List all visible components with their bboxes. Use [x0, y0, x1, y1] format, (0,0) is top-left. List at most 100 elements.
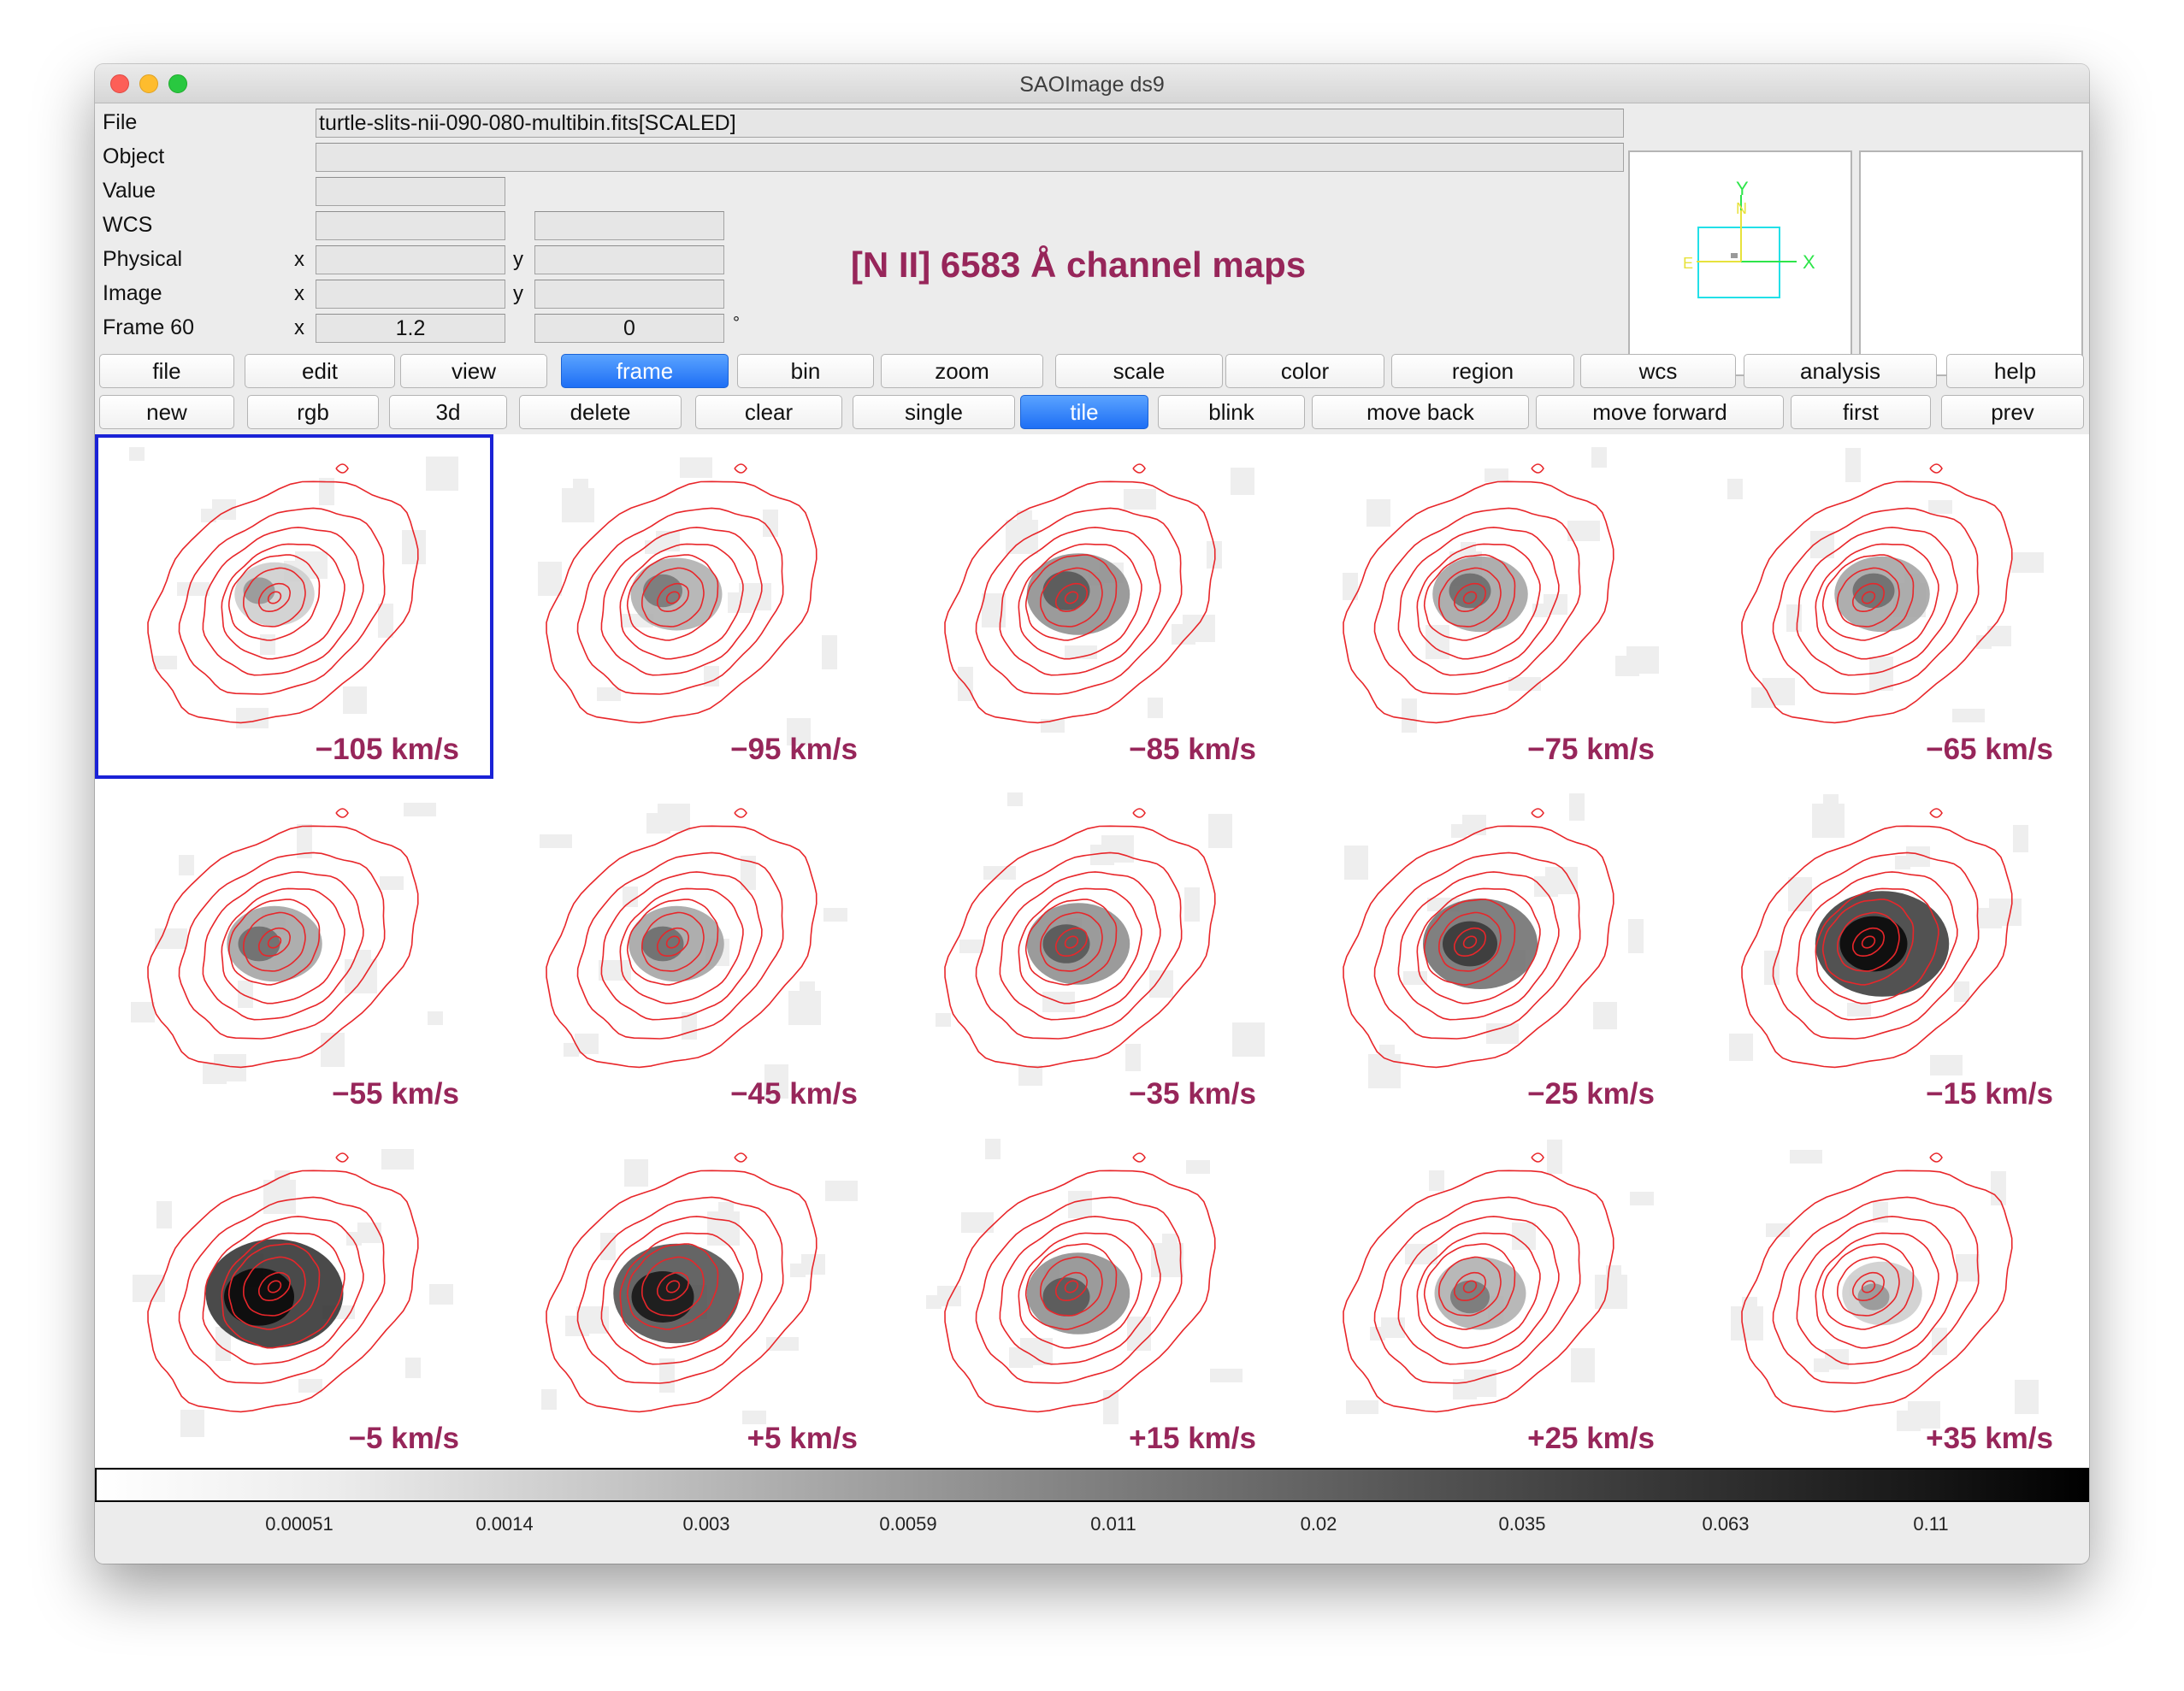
contour-line — [1772, 507, 1980, 695]
menu-wcs-button[interactable]: wcs — [1580, 354, 1736, 388]
contour-line — [267, 1280, 282, 1293]
menu-edit-button[interactable]: edit — [245, 354, 395, 388]
value-label: Value — [103, 179, 156, 203]
channel-map-tile[interactable]: −85 km/s — [892, 434, 1290, 779]
contour-line — [1861, 935, 1876, 949]
wcs-label: WCS — [103, 213, 153, 237]
channel-map-tile[interactable]: −65 km/s — [1689, 434, 2087, 779]
menu-zoom-button[interactable]: zoom — [881, 354, 1043, 388]
channel-map-tile[interactable]: +15 km/s — [892, 1123, 1290, 1468]
frame-button-bar: new rgb 3d delete clear single tile blink move b… — [95, 395, 2089, 433]
noise-pixel — [404, 803, 436, 816]
contour-line — [944, 1170, 1216, 1413]
panner[interactable]: Y X N E — [1628, 150, 1852, 376]
noise-pixel — [1895, 856, 1910, 869]
contour-line — [619, 887, 744, 1005]
contour-line — [221, 1232, 345, 1349]
contour-line — [1055, 1271, 1089, 1301]
contour-line — [1055, 927, 1089, 957]
noise-pixel — [153, 656, 177, 669]
noise-pixel — [1405, 1244, 1437, 1264]
channel-map-tile[interactable]: −75 km/s — [1290, 434, 1689, 779]
menu-frame-button[interactable]: frame — [561, 354, 729, 388]
image-canvas[interactable]: −105 km/s −95 km/s −85 km/s −75 km/s −65 km/… — [95, 434, 2089, 1467]
menu-scale-button[interactable]: scale — [1055, 354, 1223, 388]
menu-view-button[interactable]: view — [400, 354, 547, 388]
noise-pixel — [1628, 919, 1644, 953]
channel-map-tile[interactable]: −105 km/s — [95, 434, 493, 779]
colorbar[interactable] — [95, 1468, 2089, 1502]
frame-blink-button[interactable]: blink — [1158, 395, 1305, 429]
channel-map-tile[interactable]: −95 km/s — [493, 434, 892, 779]
menu-bin-button[interactable]: bin — [737, 354, 874, 388]
channel-map-tile[interactable]: −45 km/s — [493, 779, 892, 1123]
velocity-label: −105 km/s — [315, 733, 459, 766]
menu-help-button[interactable]: help — [1946, 354, 2084, 388]
noise-pixel — [1485, 468, 1508, 482]
channel-map-tile[interactable]: −15 km/s — [1689, 779, 2087, 1123]
channel-map-tile[interactable]: −25 km/s — [1290, 779, 1689, 1123]
noise-pixel — [1486, 1023, 1519, 1044]
menu-color-button[interactable]: color — [1225, 354, 1384, 388]
contour-line — [640, 911, 705, 972]
channel-map-tile[interactable]: +25 km/s — [1290, 1123, 1689, 1468]
noise-pixel — [263, 1180, 296, 1214]
noise-pixel — [1954, 981, 1969, 1002]
menu-region-button[interactable]: region — [1391, 354, 1574, 388]
frame-rgb-button[interactable]: rgb — [247, 395, 379, 429]
physical-label: Physical — [103, 247, 183, 271]
frame-prev-button[interactable]: prev — [1941, 395, 2084, 429]
frame-delete-button[interactable]: delete — [519, 395, 682, 429]
velocity-label: +15 km/s — [1129, 1422, 1256, 1455]
frame-first-button[interactable]: first — [1791, 395, 1931, 429]
contour-line — [999, 1216, 1161, 1365]
frame-3d-button[interactable]: 3d — [389, 395, 507, 429]
channel-map-tile[interactable]: −35 km/s — [892, 779, 1290, 1123]
frame-clear-button[interactable]: clear — [695, 395, 842, 429]
contour-line — [657, 1271, 690, 1301]
contour-line — [1454, 1271, 1487, 1301]
noise-pixel — [788, 991, 821, 1025]
panner-e-label: E — [1683, 255, 1693, 272]
noise-pixel — [742, 1411, 766, 1424]
minimize-button[interactable] — [139, 74, 158, 93]
velocity-label: −35 km/s — [1129, 1077, 1256, 1111]
noise-pixel — [298, 1379, 322, 1393]
menu-file-button[interactable]: file — [99, 354, 234, 388]
contour-line — [1815, 1232, 1939, 1349]
noise-pixel — [1729, 1034, 1753, 1061]
contour-line — [1462, 935, 1478, 949]
noise-pixel — [319, 478, 334, 505]
noise-pixel — [790, 1264, 806, 1277]
contour-line — [619, 543, 744, 660]
frame-move-back-button[interactable]: move back — [1312, 395, 1529, 429]
noise-pixel — [1930, 1055, 1963, 1075]
noise-pixel — [1210, 1369, 1243, 1382]
channel-map-tile[interactable]: −55 km/s — [95, 779, 493, 1123]
menu-button-bar: file edit view frame bin zoom scale color region… — [95, 354, 2089, 392]
noise-pixel — [428, 1011, 443, 1025]
velocity-label: −95 km/s — [730, 733, 858, 766]
frame-new-button[interactable]: new — [99, 395, 234, 429]
channel-map-tile[interactable]: +5 km/s — [493, 1123, 892, 1468]
channel-map-tile[interactable]: −5 km/s — [95, 1123, 493, 1468]
emission-core — [641, 926, 684, 962]
noise-pixel — [562, 488, 594, 522]
frame-single-button[interactable]: single — [853, 395, 1015, 429]
menu-analysis-button[interactable]: analysis — [1744, 354, 1937, 388]
emission-core — [1449, 573, 1491, 609]
noise-pixel — [1790, 1150, 1822, 1164]
frame-tile-button[interactable]: tile — [1020, 395, 1148, 429]
frame-move-forward-button[interactable]: move forward — [1536, 395, 1784, 429]
title-bar[interactable]: SAOImage ds9 — [95, 64, 2089, 103]
contour-knot — [1929, 808, 1943, 818]
panner-x-label: X — [1803, 251, 1815, 273]
close-button[interactable] — [110, 74, 129, 93]
contour-line — [1741, 480, 2013, 724]
noise-pixel — [1591, 447, 1607, 468]
contour-line — [600, 527, 763, 676]
zoom-window-button[interactable] — [168, 74, 187, 93]
contour-line — [975, 1196, 1183, 1384]
channel-map-tile[interactable]: +35 km/s — [1689, 1123, 2087, 1468]
contour-line — [1024, 899, 1118, 986]
